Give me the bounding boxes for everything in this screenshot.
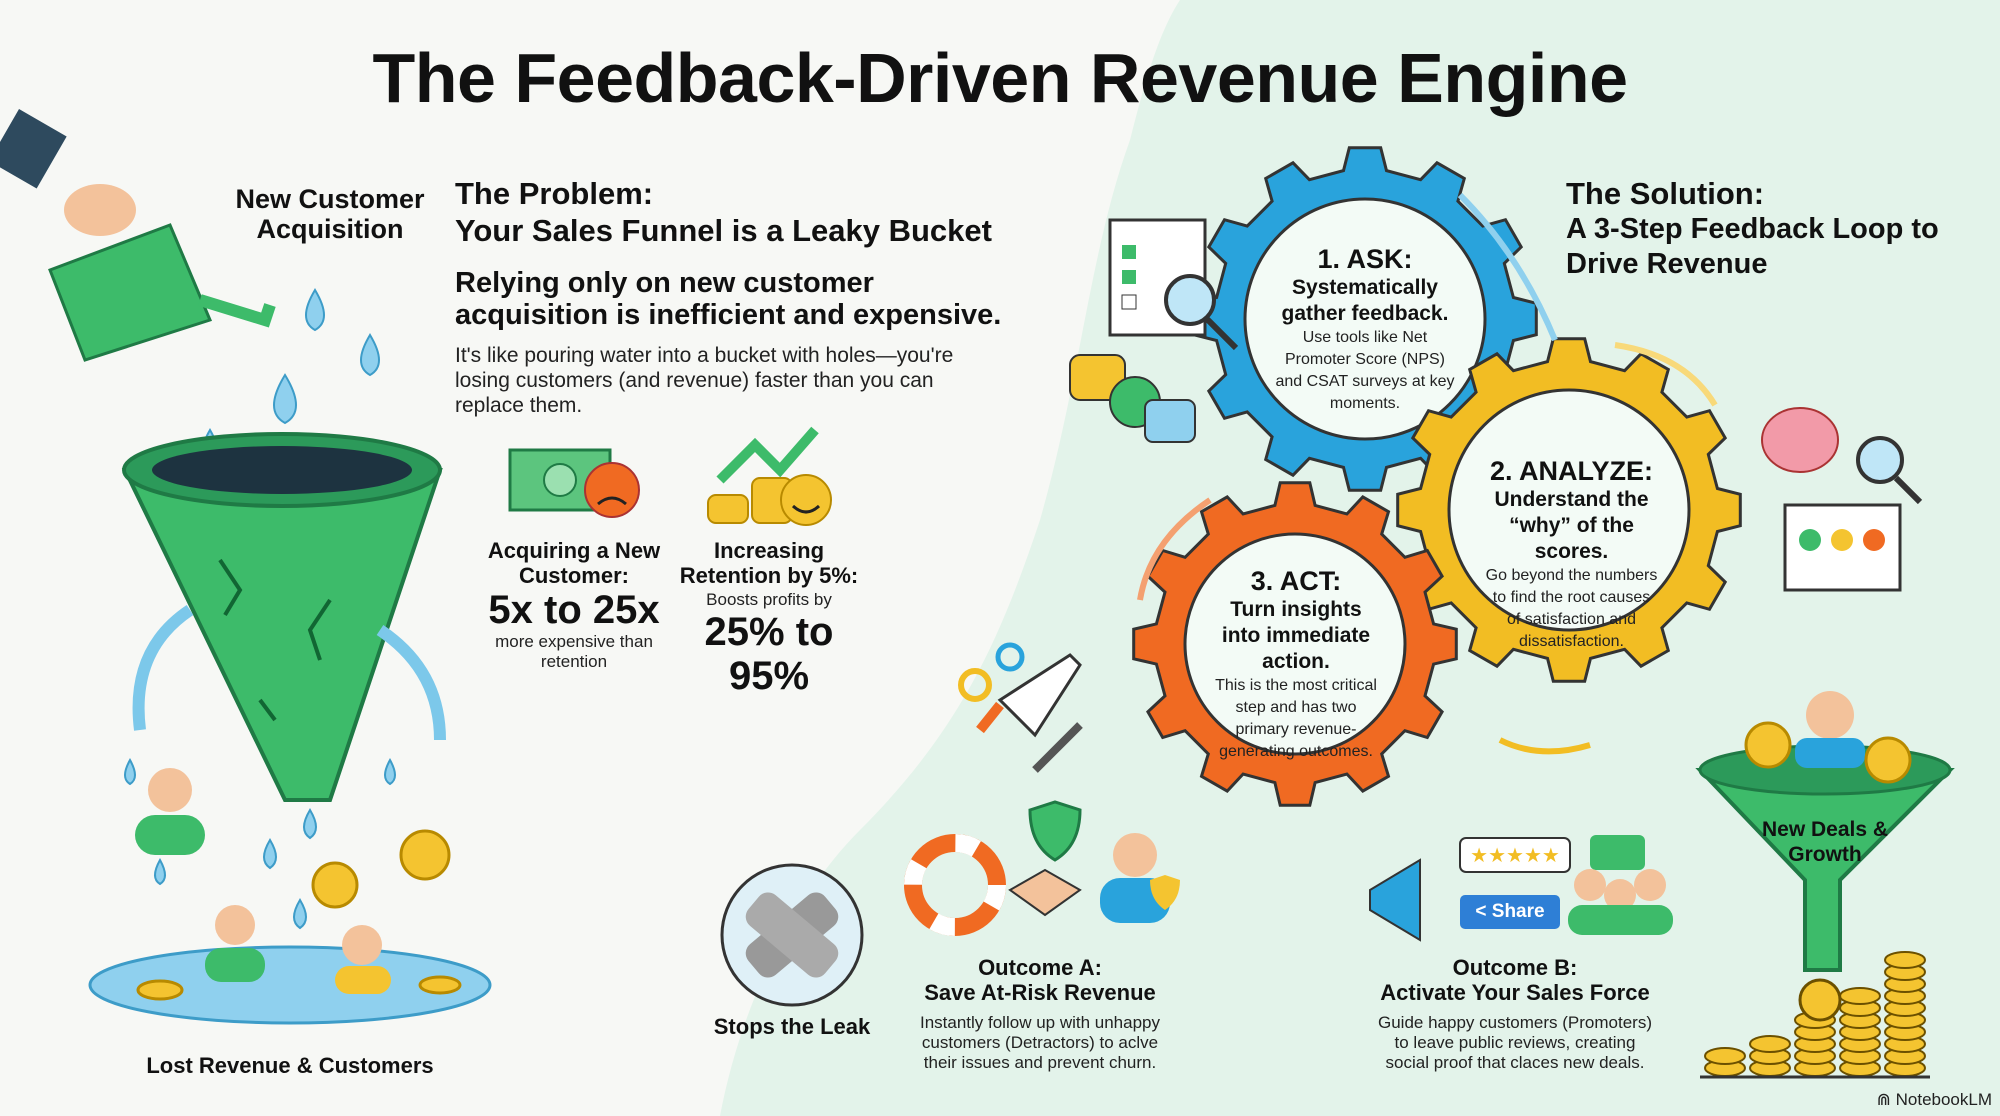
review-stars-icon: ★★★★★ [1459, 837, 1571, 873]
stat-retention: Increasing Retention by 5%: Boosts profi… [669, 538, 869, 698]
outcome-b: Outcome B: Activate Your Sales Force Gui… [1345, 955, 1685, 1073]
customer-avatar-icon [1100, 833, 1180, 923]
coin-icon [136, 829, 462, 1001]
chat-bubble-icon [1590, 835, 1645, 870]
new-deals-label: New Deals & Growth [1761, 818, 1889, 866]
megaphone-icon [1369, 858, 1421, 942]
share-label: Share [1491, 901, 1545, 922]
arrow-icon [1498, 737, 1591, 755]
outcome-a: Outcome A: Save At-Risk Revenue Instantl… [880, 955, 1200, 1073]
gear-center [1183, 532, 1407, 756]
stat-value: 5x to 25x [488, 588, 660, 632]
gear-center [1243, 197, 1487, 441]
watering-can-icon [0, 109, 276, 362]
step-act: 3. ACT: Turn insights into immediate act… [1212, 565, 1380, 763]
lost-revenue-label: Lost Revenue & Customers [146, 1053, 434, 1078]
group-people-icon [1568, 869, 1673, 935]
solution-subheading: A 3-Step Feedback Loop to Drive Revenue [1566, 213, 1939, 280]
share-button[interactable]: < Share [1460, 895, 1560, 929]
step-title: 3. ACT: [1250, 566, 1342, 596]
step-analyze: 2. ANALYZE: Understand the “why” of the … [1484, 455, 1659, 653]
notebooklm-icon: ⋒ [1876, 1090, 1896, 1109]
outcome-subtitle: Save At-Risk Revenue [924, 980, 1156, 1005]
share-icon: < [1475, 901, 1492, 922]
stat-note: more expensive than retention [495, 632, 653, 671]
stat-label: Acquiring a New Customer: [487, 538, 661, 588]
arrow-icon [1614, 342, 1718, 407]
outcome-title: Outcome A: [978, 955, 1102, 980]
step-ask: 1. ASK: Systematically gather feedback. … [1275, 243, 1455, 415]
arrow-icon [1137, 497, 1212, 601]
coin [1839, 987, 1881, 1005]
coin-stacks-icon [1704, 951, 1926, 1077]
water-drops-icon [124, 288, 396, 930]
stat-label: Increasing Retention by 5%: [679, 538, 859, 588]
step-title: 1. ASK: [1317, 244, 1413, 274]
step-subtitle: Understand the “why” of the scores. [1494, 488, 1649, 563]
stat-note: Boosts profits by [706, 590, 832, 609]
acquisition-label: New Customer Acquisition [235, 184, 425, 244]
problem-heading: The Problem: [455, 176, 654, 211]
problem-subheading: Your Sales Funnel is a Leaky Bucket [455, 213, 992, 248]
outcome-body: Instantly follow up with unhappy custome… [919, 1013, 1161, 1072]
step-title: 2. ANALYZE: [1489, 456, 1654, 486]
question-bubbles-icon [1069, 354, 1196, 443]
step-body: Go beyond the numbers to find the root c… [1485, 567, 1658, 650]
brand-label: NotebookLM [1895, 1090, 1992, 1109]
step-body: Use tools like Net Promoter Score (NPS) … [1275, 329, 1455, 412]
step-subtitle: Turn insights into immediate action. [1221, 598, 1371, 673]
person-icon [135, 768, 205, 855]
page-title: The Feedback-Driven Revenue Engine [372, 39, 1628, 117]
gear-small-icon [958, 642, 1025, 702]
arrow-icon [1457, 192, 1558, 342]
step-body: This is the most critical step and has t… [1215, 677, 1377, 760]
shield-check-icon [1028, 800, 1082, 862]
growth-funnel-icon [1695, 691, 1955, 972]
coin [1704, 1047, 1746, 1065]
happy-face-icon [780, 474, 832, 526]
growth-arrow-icon [716, 426, 819, 484]
gear-center [1447, 388, 1691, 632]
outcome-title: Outcome B: [1452, 955, 1578, 980]
person-icon [205, 905, 265, 982]
handshake-icon [1008, 868, 1082, 917]
life-ring-icon [904, 834, 1006, 936]
coin [1884, 951, 1926, 969]
brand-logo: ⋒ NotebookLM [1877, 1090, 1992, 1110]
leaky-funnel-icon [121, 432, 446, 802]
sad-face-icon [584, 462, 640, 518]
problem-body: It's like pouring water into a bucket wi… [455, 344, 954, 417]
coin [1749, 1035, 1791, 1053]
rocket-icon [976, 653, 1082, 738]
stat-acquisition: Acquiring a New Customer: 5x to 25x more… [474, 538, 674, 672]
puddle-icon [88, 945, 492, 1025]
problem-section: The Problem: Your Sales Funnel is a Leak… [455, 175, 1015, 418]
solution-heading: The Solution: [1566, 176, 1765, 211]
coin-icon [1798, 978, 1842, 1022]
bandage-icon [720, 863, 864, 1007]
problem-lead: Relying only on new customer acquisition… [455, 267, 1002, 331]
brain-icon [1761, 407, 1839, 473]
survey-checklist-icon [1108, 218, 1239, 351]
step-subtitle: Systematically gather feedback. [1281, 276, 1449, 325]
stat-value: 25% to 95% [704, 610, 834, 698]
outcome-subtitle: Activate Your Sales Force [1380, 980, 1650, 1005]
solution-section: The Solution: A 3-Step Feedback Loop to … [1566, 175, 1986, 282]
svg-text:★★★★★: ★★★★★ [1470, 845, 1560, 867]
person-icon [335, 925, 391, 994]
magnifier-icon [1856, 436, 1923, 505]
stops-leak-label: Stops the Leak [713, 1014, 871, 1039]
coins-icon [707, 477, 793, 524]
wrench-icon [1032, 722, 1083, 773]
dashboard-icon [1783, 503, 1902, 592]
outcome-body: Guide happy customers (Promoters) to lea… [1378, 1013, 1652, 1072]
